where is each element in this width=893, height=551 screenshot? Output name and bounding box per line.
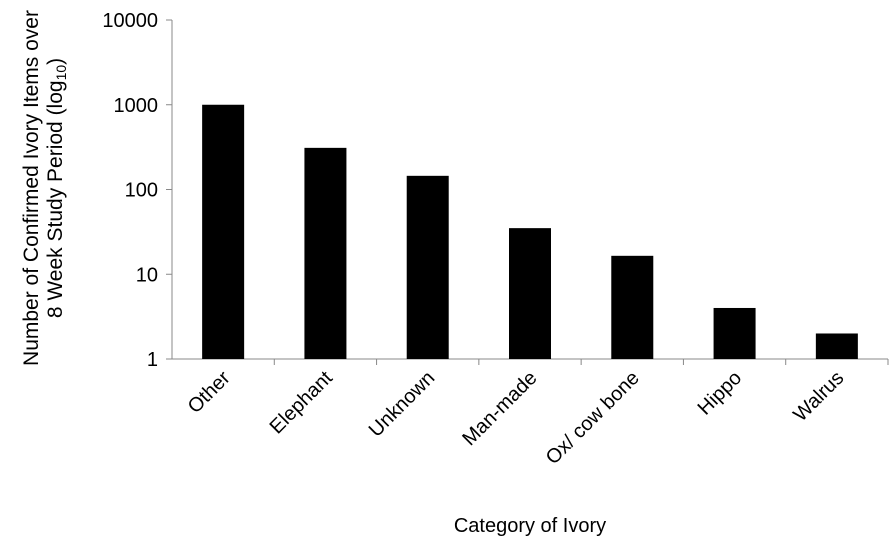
bar-man-made: [509, 228, 551, 359]
x-tick-label: Walrus: [789, 367, 848, 426]
bar-walrus: [815, 333, 858, 359]
bar-unknown: [406, 175, 449, 359]
y-tick-label: 1: [147, 349, 158, 371]
bar-hippo: [713, 307, 756, 359]
bar-ox-cow-bone: [611, 255, 654, 359]
y-axis-title-line2: 8 Week Study Period (log10): [44, 58, 69, 318]
y-tick-label: 10000: [102, 10, 158, 32]
x-tick-label: Hippo: [694, 367, 747, 420]
x-tick-label: Elephant: [266, 367, 338, 439]
x-tick-labels: Other Elephant Unknown Man-made Ox/ cow bone…: [184, 367, 849, 469]
y-tick-label: 10: [136, 264, 158, 286]
x-tick-label: Ox/ cow bone: [542, 367, 644, 469]
bar-other: [202, 104, 245, 359]
bar-elephant: [304, 147, 347, 359]
x-tick-label: Other: [184, 367, 235, 418]
y-axis-title-line1: Number of Confirmed Ivory Items over: [20, 10, 43, 366]
x-tick-label: Unknown: [365, 367, 440, 442]
bars: [202, 104, 889, 365]
y-tick-label: 100: [125, 180, 158, 202]
y-ticks: 1 10 100 1000 10000: [102, 10, 172, 371]
x-axis-title: Category of Ivory: [454, 515, 606, 537]
y-tick-label: 1000: [114, 95, 159, 117]
y-axis-title: Number of Confirmed Ivory Items over 8 W…: [20, 10, 69, 366]
x-tick-label: Man-made: [458, 367, 541, 450]
